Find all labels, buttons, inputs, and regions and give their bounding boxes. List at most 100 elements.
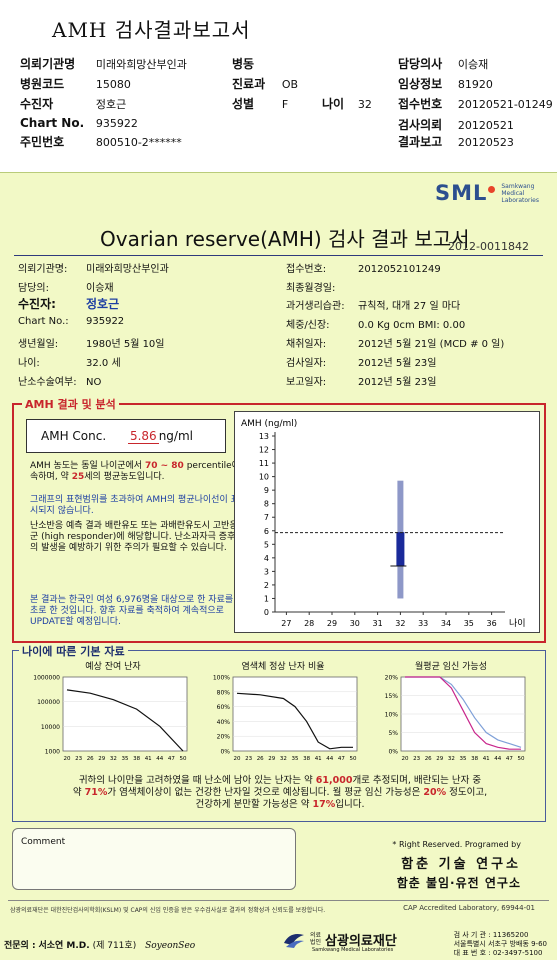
header-field-clinical-info: 임상정보 81920 <box>398 77 493 91</box>
mini-y-tick-label: 20% <box>385 675 399 682</box>
amh-x-tick-label: 34 <box>441 619 451 628</box>
samkwang-logo: 의료 법인 삼광의료재단 Samkwang Medical Laboratori… <box>282 929 397 953</box>
header-field-resident-no: 주민번호 800510-2****** <box>20 135 182 149</box>
mini-x-tick-label: 41 <box>483 756 490 762</box>
info-age: 나이: 32.0 세 <box>18 358 121 369</box>
header-field-institution: 의뢰기관명 미래와희망산부인과 <box>20 57 187 71</box>
normal-eggs-chart: 염색체 정상 난자 비율 0% 20% 40% 60% 80% 100% 20 23 26 29 3… <box>203 659 363 769</box>
amh-y-tick-label: 11 <box>259 459 269 468</box>
mini-x-tick-label: 38 <box>133 756 140 762</box>
report-sheet: SML Samkwang Medical Laboratories Ovaria… <box>0 172 557 960</box>
amh-y-tick-label: 8 <box>264 500 269 509</box>
mini-y-tick-label: 60% <box>217 704 231 711</box>
mini-x-tick-label: 23 <box>245 756 252 762</box>
mini-x-tick-label: 50 <box>350 756 357 762</box>
lab-contact: 검 사 기 관 : 11365200 서울특별시 서초구 방배동 9-60 대 … <box>453 931 547 957</box>
amh-y-tick-label: 13 <box>259 432 269 441</box>
amh-iqr-box <box>396 532 405 566</box>
mini-x-tick-label: 35 <box>122 756 129 762</box>
amh-average-note: 그래프의 표현범위를 초과하여 AMH의 평균나이선이 표시되지 않습니다. <box>30 495 239 516</box>
signature-block: * Right Reserved. Programed by 함춘 기술 연구소… <box>392 840 521 891</box>
report-number: 2012-0011842 <box>448 240 529 253</box>
mini-x-tick-label: 35 <box>292 756 299 762</box>
amh-x-tick-label: 28 <box>304 619 314 628</box>
lab-name: 삼광의료재단 <box>325 933 397 949</box>
age-summary-text: 귀하의 나이만을 고려하였을 때 난소에 남아 있는 난자는 약 61,000개… <box>72 775 488 810</box>
mini-x-tick-label: 29 <box>98 756 105 762</box>
amh-x-tick-label: 32 <box>395 619 405 628</box>
amh-x-axis-label: 나이 <box>509 618 526 629</box>
samkwang-mark-icon <box>284 934 304 948</box>
mini-y-tick-label: 0% <box>388 749 398 756</box>
mini-x-tick-label: 26 <box>257 756 264 762</box>
amh-concentration-value: 5.86 <box>127 429 159 444</box>
header-field-patient: 수진자 정호근 <box>20 97 127 111</box>
amh-x-tick-label: 30 <box>350 619 360 628</box>
info-doctor: 담당의: 이승재 <box>18 283 114 294</box>
amh-x-tick-label: 27 <box>281 619 291 628</box>
sml-logo-dot-icon <box>488 185 496 193</box>
info-institution: 의뢰기관명: 미래와희망산부인과 <box>18 264 169 275</box>
amh-data-note: 본 결과는 한국인 여성 6,976명을 대상으로 한 자료를 기초로 한 것입… <box>30 595 245 627</box>
rights-line: * Right Reserved. Programed by <box>392 840 521 849</box>
mini-x-tick-label: 50 <box>518 756 525 762</box>
mini-x-tick-label: 38 <box>471 756 478 762</box>
mini-y-tick-label: 100000 <box>37 699 60 706</box>
info-patient-name: 수진자: 정호근 <box>18 297 120 311</box>
amh-y-tick-label: 0 <box>264 608 269 617</box>
mini-y-tick-label: 1000000 <box>33 675 60 682</box>
info-report-date: 보고일자: 2012년 5월 23일 <box>286 377 437 388</box>
mini-y-tick-label: 20% <box>217 734 231 741</box>
mini-x-tick-label: 26 <box>87 756 94 762</box>
amh-y-tick-label: 6 <box>264 527 269 536</box>
header-field-receipt-no: 접수번호 20120521-01249 <box>398 97 553 111</box>
mini-y-tick-label: 10000 <box>41 724 60 731</box>
header-field-chart-no: Chart No. 935922 <box>20 116 138 130</box>
info-birth-date: 생년월일: 1980년 5월 10일 <box>18 339 165 350</box>
mini-y-tick-label: 40% <box>217 719 231 726</box>
mini-x-tick-label: 38 <box>303 756 310 762</box>
comment-label: Comment <box>21 837 66 847</box>
mini-x-tick-label: 35 <box>460 756 467 762</box>
mini-x-tick-label: 20 <box>64 756 71 762</box>
mini-plot-area-2 <box>232 676 358 752</box>
header-field-ward: 병동 <box>232 57 255 71</box>
normal-eggs-svg: 0% 20% 40% 60% 80% 100% 20 23 26 29 32 35 38 41 44 47 50 <box>213 675 358 762</box>
amh-x-tick-label: 35 <box>464 619 474 628</box>
normal-eggs-title: 염색체 정상 난자 비율 <box>241 662 325 672</box>
mini-y-tick-label: 0% <box>220 749 230 756</box>
sml-logo-text: SML <box>434 181 488 205</box>
amh-y-axis-label: AMH (ng/ml) <box>241 419 297 429</box>
mini-x-tick-label: 20 <box>234 756 241 762</box>
footer-note: 삼광의료재단은 대한진단검사의학회(KSLM) 및 CAP의 신임 인증을 받은… <box>10 907 326 914</box>
report-title: Ovarian reserve(AMH) 검사 결과 보고서 <box>100 227 470 251</box>
pregnancy-chance-chart: 월평균 임신 가능성 0% 5% 10% 15% 20% 20 23 26 29 32 35 38 41… <box>371 659 531 769</box>
amh-box-chart: AMH (ng/ml) 0 1 2 3 4 5 6 7 8 9 10 11 12 13 27 28 29 30 31 3… <box>234 411 540 633</box>
mini-x-tick-label: 50 <box>180 756 187 762</box>
mini-x-tick-label: 47 <box>338 756 345 762</box>
amh-y-tick-label: 5 <box>264 540 269 549</box>
header-title: AMH 검사결과보고서 <box>52 18 251 42</box>
remaining-eggs-title: 예상 잔여 난자 <box>85 662 141 672</box>
header-field-hospital-code: 병원코드 15080 <box>20 77 131 91</box>
mini-y-tick-label: 5% <box>388 730 398 737</box>
mini-x-tick-label: 32 <box>448 756 455 762</box>
mini-y-tick-label: 15% <box>385 693 399 700</box>
header-field-report-date: 결과보고 20120523 <box>398 135 514 149</box>
amh-concentration-box: AMH Conc. 5.86 ng/ml <box>26 419 226 453</box>
amh-section-title: AMH 결과 및 분석 <box>22 396 119 412</box>
amh-y-tick-label: 1 <box>264 594 269 603</box>
mini-x-tick-label: 20 <box>402 756 409 762</box>
amh-y-tick-label: 9 <box>264 486 269 495</box>
amh-y-tick-label: 12 <box>259 446 269 455</box>
amh-x-tick-label: 36 <box>487 619 497 628</box>
remaining-eggs-svg: 1000 10000 100000 1000000 20 23 26 29 32 35 38 41 44… <box>33 675 188 762</box>
remaining-eggs-line <box>66 689 184 752</box>
info-test-date: 검사일자: 2012년 5월 23일 <box>286 358 437 369</box>
mini-x-tick-label: 23 <box>413 756 420 762</box>
amh-y-tick-label: 10 <box>259 473 269 482</box>
mini-y-tick-label: 80% <box>217 689 231 696</box>
info-menstrual-history: 과거생리습관: 규칙적, 대개 27 일 마다 <box>286 301 461 312</box>
amh-result-section: AMH 결과 및 분석 AMH Conc. 5.86 ng/ml AMH 농도는 … <box>12 396 546 643</box>
info-chart-no: Chart No.: 935922 <box>18 316 125 327</box>
